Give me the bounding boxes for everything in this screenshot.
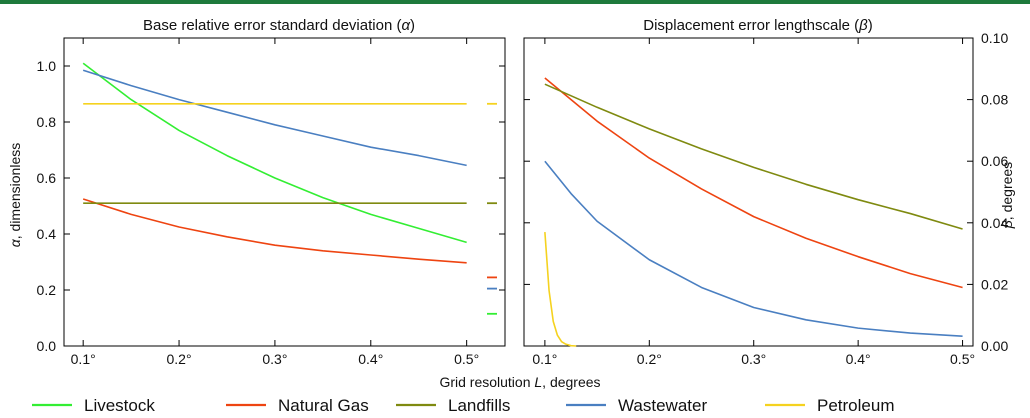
left-panel-title: Base relative error standard deviation (… [143, 17, 415, 34]
legend: Livestock Natural Gas Landfills Wastewater P… [32, 396, 894, 415]
right-x-tick-label: 0.2° [637, 351, 662, 367]
right-y-axis-label: β, degrees [999, 162, 1015, 229]
left-x-tick-label: 0.3° [262, 351, 287, 367]
left-y-tick-label: 0.2 [37, 282, 57, 298]
left-x-tick-label: 0.4° [358, 351, 383, 367]
right-x-tick-label: 0.3° [741, 351, 766, 367]
left-plot-frame [63, 37, 506, 347]
left-x-tick-label: 0.5° [454, 351, 479, 367]
right-x-tick-label: 0.1° [532, 351, 557, 367]
right-series-landfills [544, 83, 963, 230]
left-x-tick-label: 0.1° [71, 351, 96, 367]
right-series-natural-gas [544, 77, 963, 289]
legend-label-wastewater: Wastewater [618, 396, 707, 415]
right-x-tick-label: 0.4° [846, 351, 871, 367]
left-y-tick-label: 1.0 [37, 58, 57, 74]
left-panel: 0.1° 0.2° 0.3° 0.4° 0.5° 0.0 0.2 0.4 0.6 0.8 1.0 [37, 37, 506, 367]
right-panel: 0.1° 0.2° 0.3° 0.4° 0.5° 0.00 0.02 0.04 0.06 0.08… [523, 30, 1008, 367]
left-y-axis-label: α, dimensionless [7, 143, 23, 247]
left-series-wastewater [82, 69, 467, 167]
legend-label-petroleum: Petroleum [817, 396, 894, 415]
right-panel-title: Displacement error lengthscale (β) [643, 17, 873, 34]
left-x-tick-label: 0.2° [167, 351, 192, 367]
right-series-petroleum [544, 231, 577, 347]
left-y-tick-label: 0.0 [37, 338, 57, 354]
legend-label-natural-gas: Natural Gas [278, 396, 369, 415]
left-y-tick-label: 0.4 [37, 226, 57, 242]
right-y-tick-label: 0.06 [981, 153, 1008, 169]
right-y-tick-label: 0.10 [981, 30, 1008, 46]
legend-label-landfills: Landfills [448, 396, 510, 415]
legend-label-livestock: Livestock [84, 396, 155, 415]
top-accent-bar [0, 0, 1030, 4]
right-y-tick-label: 0.04 [981, 215, 1008, 231]
left-series-livestock [82, 62, 467, 244]
left-series-natural-gas [82, 198, 467, 264]
right-series-wastewater [544, 160, 963, 337]
x-axis-label: Grid resolution L, degrees [439, 374, 600, 390]
right-y-tick-label: 0.02 [981, 276, 1008, 292]
left-y-tick-label: 0.6 [37, 170, 57, 186]
right-plot-frame [523, 37, 974, 347]
right-x-tick-label: 0.5° [950, 351, 975, 367]
right-y-tick-label: 0.00 [981, 338, 1008, 354]
left-y-tick-label: 0.8 [37, 114, 57, 130]
right-y-tick-label: 0.08 [981, 92, 1008, 108]
